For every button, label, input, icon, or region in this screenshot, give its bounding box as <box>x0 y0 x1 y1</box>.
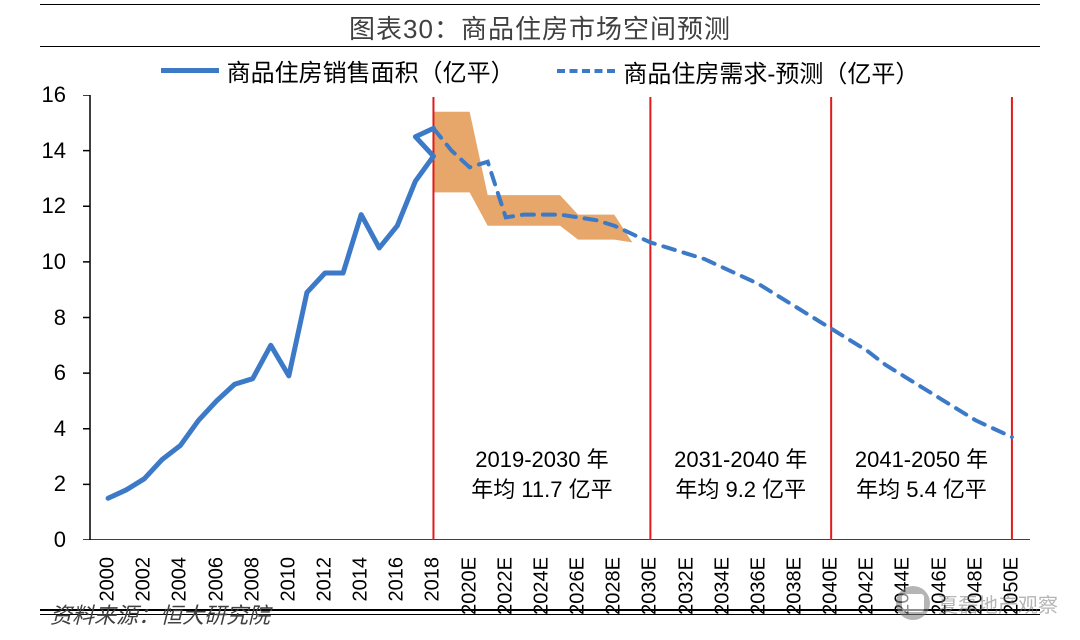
source-text: 资料来源：恒大研究院 <box>50 598 270 630</box>
period-annotation-1: 2019-2030 年年均 11.7 亿平 <box>433 445 650 504</box>
chart-figure: 图表30：商品住房市场空间预测 商品住房销售面积（亿平） 商品住房需求-预测（亿… <box>0 0 1080 640</box>
chart-title: 图表30：商品住房市场空间预测 <box>349 14 731 44</box>
legend: 商品住房销售面积（亿平） 商品住房需求-预测（亿平） <box>0 52 1080 89</box>
legend-label-actual: 商品住房销售面积（亿平） <box>227 53 515 88</box>
legend-swatch-actual <box>161 68 219 73</box>
legend-label-forecast: 商品住房需求-预测（亿平） <box>623 54 919 89</box>
wechat-icon <box>896 586 930 620</box>
period-annotation-2: 2031-2040 年年均 9.2 亿平 <box>650 445 831 504</box>
watermark-text: 夏磊地产观察 <box>938 589 1058 618</box>
period-annotation-3: 2041-2050 年年均 5.4 亿平 <box>831 445 1012 504</box>
title-bar: 图表30：商品住房市场空间预测 <box>0 4 1080 51</box>
y-axis-labels: 0246810121416 <box>30 95 66 540</box>
legend-item-forecast: 商品住房需求-预测（亿平） <box>557 54 919 89</box>
legend-item-actual: 商品住房销售面积（亿平） <box>161 53 515 88</box>
legend-swatch-forecast <box>557 69 615 73</box>
watermark: 夏磊地产观察 <box>896 586 1058 620</box>
